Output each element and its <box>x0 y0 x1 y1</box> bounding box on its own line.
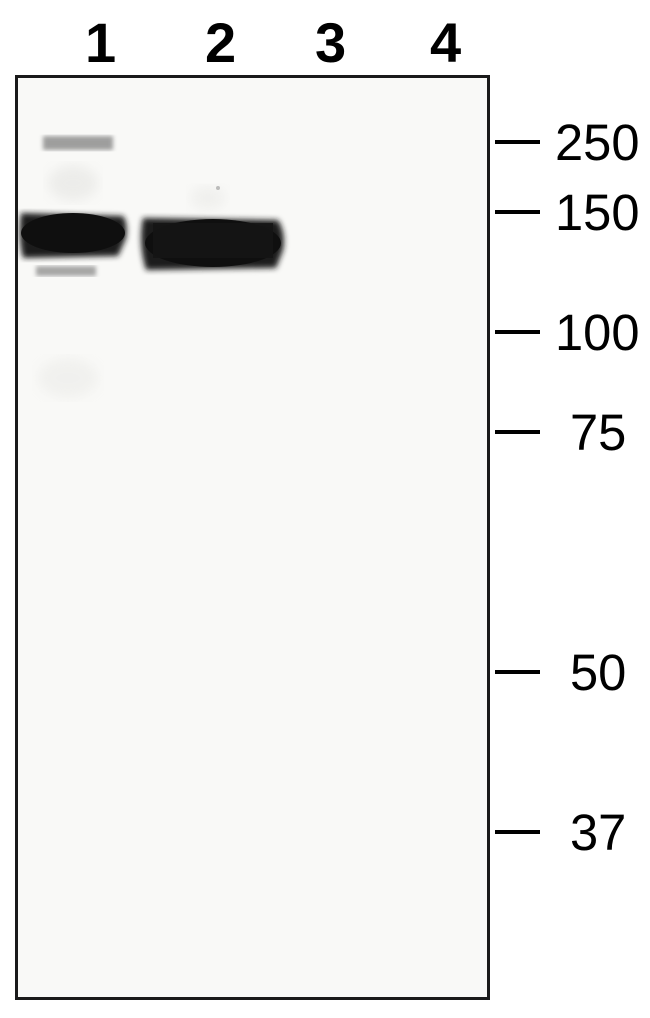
lane-label-4: 4 <box>430 10 461 75</box>
marker-tick-75 <box>495 430 540 434</box>
lane-label-3: 3 <box>315 10 346 75</box>
marker-label-37: 37 <box>570 803 626 862</box>
marker-label-100: 100 <box>555 303 640 362</box>
lane-label-2: 2 <box>205 10 236 75</box>
blot-bands-svg <box>18 78 490 1000</box>
marker-label-75: 75 <box>570 403 626 462</box>
blot-membrane <box>15 75 490 1000</box>
marker-tick-150 <box>495 210 540 214</box>
western-blot-figure: 1 2 3 4 <box>0 0 650 1018</box>
lane-label-1: 1 <box>85 10 116 75</box>
marker-label-250: 250 <box>555 113 640 172</box>
marker-tick-37 <box>495 830 540 834</box>
marker-tick-250 <box>495 140 540 144</box>
marker-label-50: 50 <box>570 643 626 702</box>
marker-tick-100 <box>495 330 540 334</box>
marker-tick-50 <box>495 670 540 674</box>
marker-label-150: 150 <box>555 183 640 242</box>
